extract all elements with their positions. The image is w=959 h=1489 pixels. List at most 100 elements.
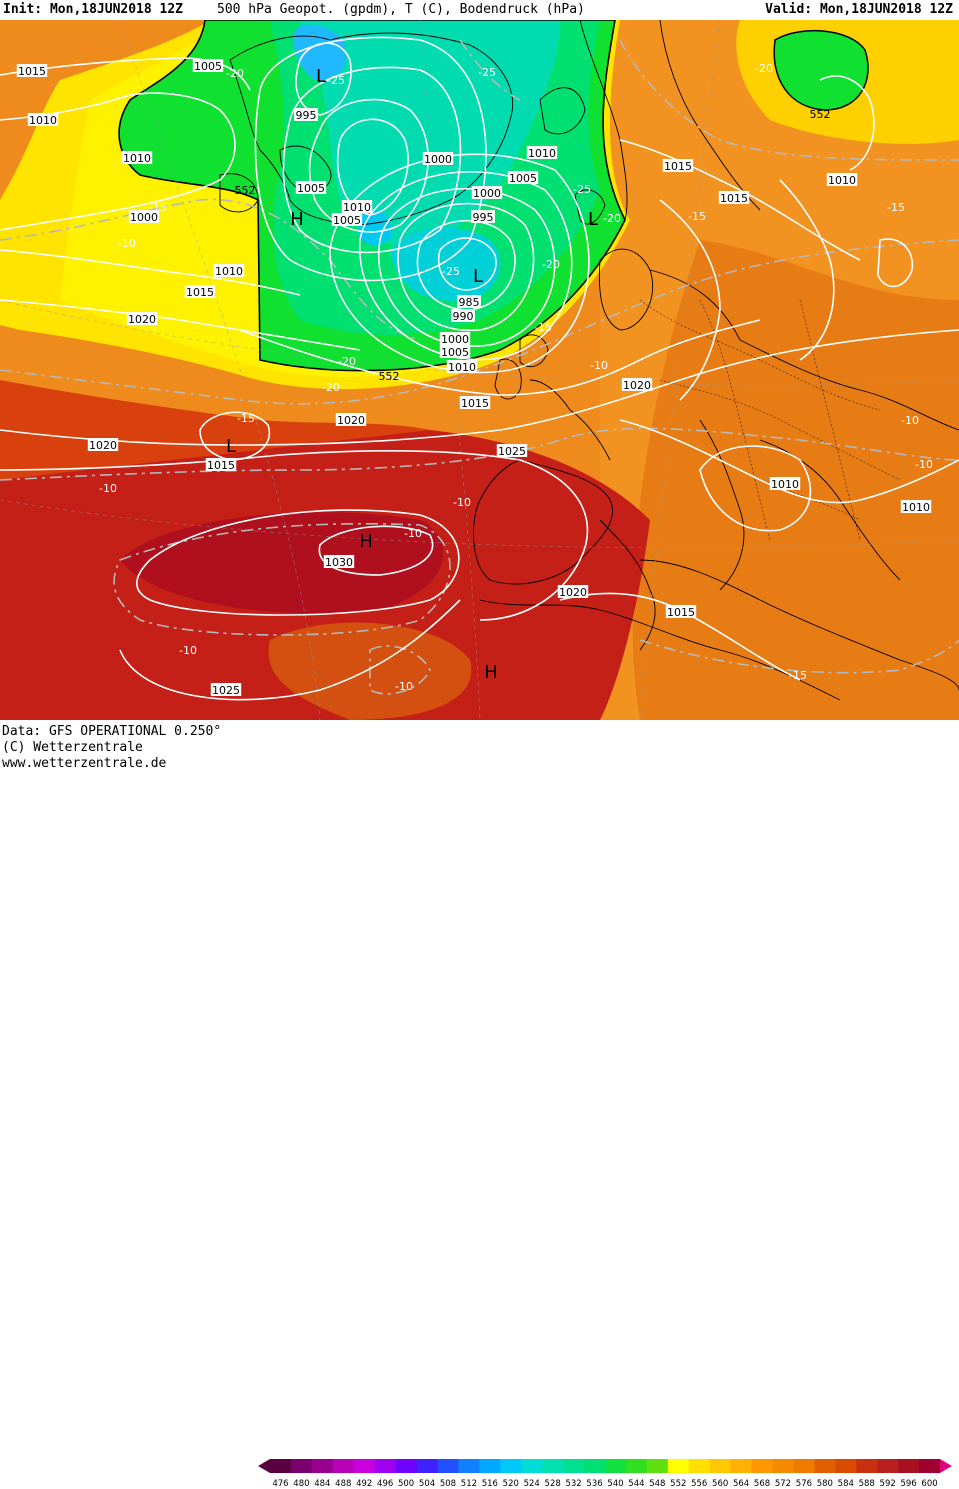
- legend-swatch: [605, 1459, 626, 1473]
- legend-swatch: [291, 1459, 312, 1473]
- isobar-label-text: 1010: [902, 501, 930, 514]
- isotherm-label: -15: [887, 201, 905, 214]
- isobar-label: 1015: [663, 159, 693, 173]
- geopotential-label-text: 552: [379, 370, 400, 383]
- isotherm-label: -25: [442, 265, 460, 278]
- isotherm-label-text: -10: [395, 680, 413, 693]
- geopotential-label: 552: [379, 370, 400, 383]
- legend-swatch: [584, 1459, 605, 1473]
- legend-swatch: [856, 1459, 877, 1473]
- isobar-label: 1005: [193, 59, 223, 73]
- isobar-label: 1015: [460, 396, 490, 410]
- isotherm-label-text: -10: [99, 482, 117, 495]
- isotherm-label: -15: [149, 201, 167, 214]
- isotherm-label-text: -20: [338, 355, 356, 368]
- isobar-label-text: 1015: [664, 160, 692, 173]
- legend-tick-label: 532: [565, 1479, 581, 1489]
- legend-tick-label: 488: [335, 1479, 351, 1489]
- isotherm-label-text: -20: [226, 67, 244, 80]
- isotherm-label-text: -10: [901, 414, 919, 427]
- legend-tick-label: 592: [880, 1479, 896, 1489]
- isobar-label-text: 1000: [424, 153, 452, 166]
- isotherm-label: -15: [534, 321, 552, 334]
- isotherm-label: -10: [99, 482, 117, 495]
- high-pressure-center: H: [484, 662, 498, 683]
- legend-swatch: [647, 1459, 668, 1473]
- legend-tick-label: 568: [754, 1479, 770, 1489]
- legend-tick-label: 556: [691, 1479, 707, 1489]
- isobar-label-text: 1005: [297, 182, 325, 195]
- isobar-label-text: 1015: [461, 397, 489, 410]
- isotherm-label: -15: [789, 669, 807, 682]
- legend-tick-label: 564: [733, 1479, 749, 1489]
- isotherm-label-text: -25: [327, 74, 345, 87]
- isobar-label: 1000: [423, 152, 453, 166]
- legend-tick-label: 588: [859, 1479, 875, 1489]
- legend-swatch: [375, 1459, 396, 1473]
- isobar-label: 1010: [770, 477, 800, 491]
- isobar-label-text: 1005: [333, 214, 361, 227]
- weather-map: 1015 1010 1005 995 1000 1010 1005 1010 1005 1000 9…: [0, 20, 959, 720]
- legend-tick-label: 500: [398, 1479, 414, 1489]
- legend-swatch: [710, 1459, 731, 1473]
- legend-swatch: [877, 1459, 898, 1473]
- legend-swatch: [396, 1459, 417, 1473]
- map-title: 500 hPa Geopot. (gpdm), T (C), Bodendruc…: [217, 0, 585, 20]
- isobar-label: 1020: [336, 413, 366, 427]
- isobar-label: 995: [471, 210, 495, 224]
- legend-swatch: [542, 1459, 563, 1473]
- isobar-label: 1020: [622, 378, 652, 392]
- legend-tick-label: 580: [817, 1479, 833, 1489]
- isotherm-label-text: -15: [149, 201, 167, 214]
- legend-swatch: [626, 1459, 647, 1473]
- isobar-label-text: 1010: [828, 174, 856, 187]
- isotherm-label-text: -10: [179, 644, 197, 657]
- legend-tick-label: 520: [503, 1479, 519, 1489]
- legend-swatch: [835, 1459, 856, 1473]
- isobar-label-text: 1010: [215, 265, 243, 278]
- data-source: Data: GFS OPERATIONAL 0.250°: [2, 724, 221, 740]
- isotherm-label: -10: [915, 458, 933, 471]
- low-pressure-center: L: [226, 436, 236, 457]
- isotherm-label-text: -20: [542, 258, 560, 271]
- isobar-label: 1025: [211, 683, 241, 697]
- legend-swatch: [521, 1459, 542, 1473]
- isobar-label-text: 1020: [559, 586, 587, 599]
- isobar-label-text: 1030: [325, 556, 353, 569]
- legend-underflow-arrow: [258, 1459, 270, 1473]
- isobar-label-text: 1010: [29, 114, 57, 127]
- geopotential-label: 552: [810, 108, 831, 121]
- legend-swatch: [479, 1459, 500, 1473]
- legend-swatch: [438, 1459, 459, 1473]
- isotherm-label: -20: [322, 381, 340, 394]
- isotherm-label: -20: [603, 212, 621, 225]
- map-footer: Data: GFS OPERATIONAL 0.250° (C) Wetterz…: [0, 720, 959, 770]
- valid-time: Valid: Mon,18JUN2018 12Z: [765, 0, 953, 20]
- high-pressure-center: H: [290, 209, 304, 230]
- legend-tick-label: 504: [419, 1479, 435, 1489]
- legend-tick-label: 528: [545, 1479, 561, 1489]
- isobar-label-text: 1010: [771, 478, 799, 491]
- isobar-label-text: 1000: [473, 187, 501, 200]
- legend-tick-label: 560: [712, 1479, 728, 1489]
- isobar-label: 1010: [527, 146, 557, 160]
- legend-tick-label: 540: [607, 1479, 623, 1489]
- low-pressure-center: L: [473, 266, 483, 287]
- legend-tick-label: 480: [293, 1479, 309, 1489]
- legend-tick-label: 544: [628, 1479, 644, 1489]
- isobar-label-text: 1020: [89, 439, 117, 452]
- geopotential-label-text: 552: [810, 108, 831, 121]
- isotherm-label-text: -10: [453, 496, 471, 509]
- isotherm-label-text: -15: [534, 321, 552, 334]
- isotherm-label: -25: [573, 183, 591, 196]
- isotherm-label: -10: [404, 527, 422, 540]
- isobar-label: 1030: [324, 555, 354, 569]
- legend-swatch: [500, 1459, 521, 1473]
- isobar-label-text: 1020: [337, 414, 365, 427]
- isobar-label-text: 1015: [720, 192, 748, 205]
- isobar-label: 1020: [127, 312, 157, 326]
- isobar-label-text: 995: [296, 109, 317, 122]
- legend-swatch: [312, 1459, 333, 1473]
- isobar-label: 990: [451, 309, 475, 323]
- legend-swatch: [752, 1459, 773, 1473]
